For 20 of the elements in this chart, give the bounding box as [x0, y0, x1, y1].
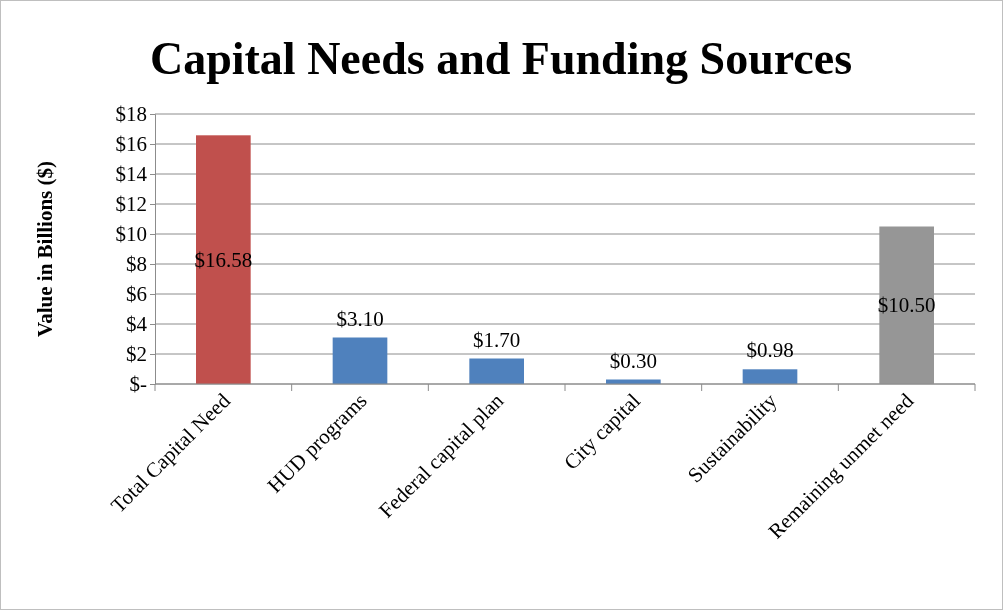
data-label: $1.70 [473, 327, 521, 352]
y-tick-label: $12 [115, 192, 147, 217]
bar [469, 358, 524, 384]
y-tick-label: $8 [126, 252, 147, 277]
y-tick-label: $4 [126, 312, 148, 337]
bar [742, 369, 798, 384]
bar [196, 135, 251, 384]
data-label: $3.10 [336, 306, 384, 331]
bar [332, 337, 388, 384]
data-label: $0.30 [609, 348, 657, 373]
y-tick-label: $6 [126, 282, 147, 307]
data-label: $0.98 [746, 338, 794, 363]
chart-title: Capital Needs and Funding Sources [149, 33, 853, 84]
y-axis-title: Value in Billions ($) [33, 160, 57, 338]
y-tick-label: $18 [115, 102, 147, 127]
y-tick-label: $16 [115, 132, 147, 157]
y-tick-label: $- [129, 372, 147, 397]
y-tick-label: $10 [115, 222, 147, 247]
y-tick-label: $14 [115, 162, 148, 187]
y-tick-label: $2 [126, 342, 147, 367]
